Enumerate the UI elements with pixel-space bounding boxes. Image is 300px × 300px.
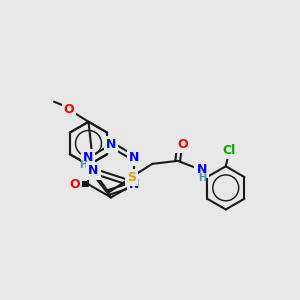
Text: O: O xyxy=(64,103,74,116)
Text: H: H xyxy=(198,173,206,183)
Text: N: N xyxy=(129,178,139,191)
Text: N: N xyxy=(88,164,98,178)
Text: N: N xyxy=(106,138,116,151)
Text: O: O xyxy=(69,178,80,191)
Text: O: O xyxy=(177,138,188,151)
Text: N: N xyxy=(196,164,207,176)
Text: N: N xyxy=(83,151,93,164)
Text: H: H xyxy=(79,160,87,170)
Text: S: S xyxy=(127,171,136,184)
Text: N: N xyxy=(129,151,139,164)
Text: Cl: Cl xyxy=(222,144,236,157)
